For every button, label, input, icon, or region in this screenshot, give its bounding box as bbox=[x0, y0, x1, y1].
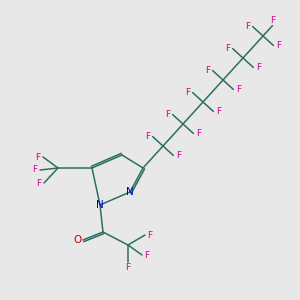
Text: N: N bbox=[126, 187, 134, 197]
Text: F: F bbox=[147, 230, 153, 239]
Text: F: F bbox=[165, 110, 170, 119]
Text: F: F bbox=[144, 250, 150, 260]
Text: F: F bbox=[245, 22, 250, 31]
Text: F: F bbox=[35, 152, 40, 161]
Text: F: F bbox=[236, 85, 241, 94]
Text: F: F bbox=[270, 16, 275, 25]
Text: F: F bbox=[196, 129, 201, 138]
Text: F: F bbox=[185, 88, 190, 97]
Text: F: F bbox=[125, 262, 130, 272]
Text: F: F bbox=[176, 151, 181, 160]
Text: F: F bbox=[216, 107, 221, 116]
Text: O: O bbox=[74, 235, 82, 245]
Text: F: F bbox=[36, 178, 42, 188]
Text: F: F bbox=[32, 166, 38, 175]
Text: N: N bbox=[96, 200, 104, 210]
Text: F: F bbox=[205, 66, 210, 75]
Text: F: F bbox=[256, 63, 261, 72]
Text: F: F bbox=[276, 41, 281, 50]
Text: F: F bbox=[225, 44, 230, 53]
Text: F: F bbox=[145, 132, 150, 141]
